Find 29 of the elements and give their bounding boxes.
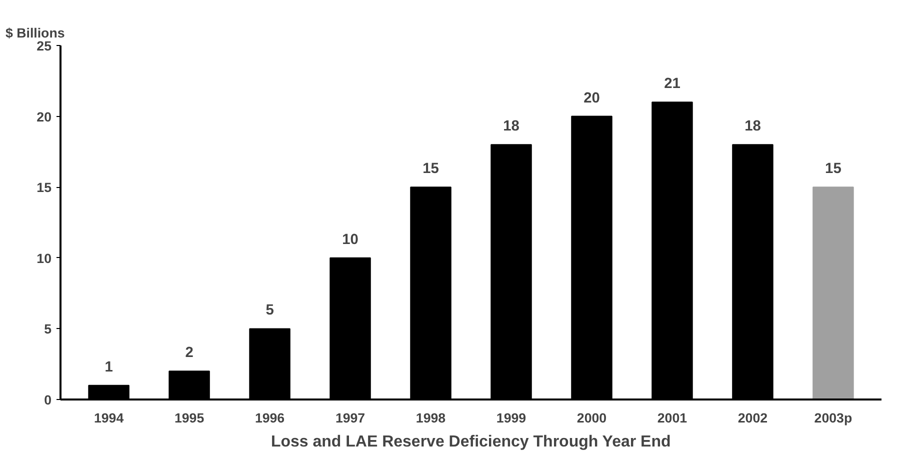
x-tick-label: 2002 [738, 410, 768, 426]
data-label: 18 [744, 118, 761, 135]
y-axis-title: $ Billions [6, 26, 65, 40]
y-tick-label: 0 [44, 392, 52, 408]
data-label: 15 [422, 161, 439, 178]
data-label: 21 [664, 76, 680, 92]
data-label: 15 [825, 161, 842, 178]
x-tick-label: 1996 [254, 410, 285, 426]
y-tick-label: 20 [36, 109, 52, 124]
x-tick-label: 1999 [496, 410, 526, 426]
bar [812, 186, 854, 400]
x-tick-label: 2003p [814, 410, 852, 426]
data-label: 18 [503, 118, 520, 135]
x-tick-label: 1997 [335, 410, 366, 426]
x-axis-title: Loss and LAE Reserve Deficiency Through Year End [270, 434, 671, 450]
data-label: 1 [104, 359, 113, 376]
data-label: 10 [342, 232, 358, 248]
data-label: 2 [185, 345, 194, 362]
y-tick-label: 10 [36, 250, 52, 266]
x-tick-label: 2001 [657, 410, 688, 426]
x-tick-label: 1994 [94, 410, 124, 426]
y-tick-label: 25 [36, 38, 52, 54]
x-tick-label: 1995 [174, 410, 205, 426]
y-tick-label: 15 [36, 180, 52, 196]
x-tick-label: 1998 [416, 410, 446, 426]
data-label: 5 [266, 302, 274, 319]
y-tick-label: 5 [44, 322, 52, 337]
data-label: 20 [584, 90, 600, 106]
x-tick-label: 2000 [576, 410, 607, 426]
